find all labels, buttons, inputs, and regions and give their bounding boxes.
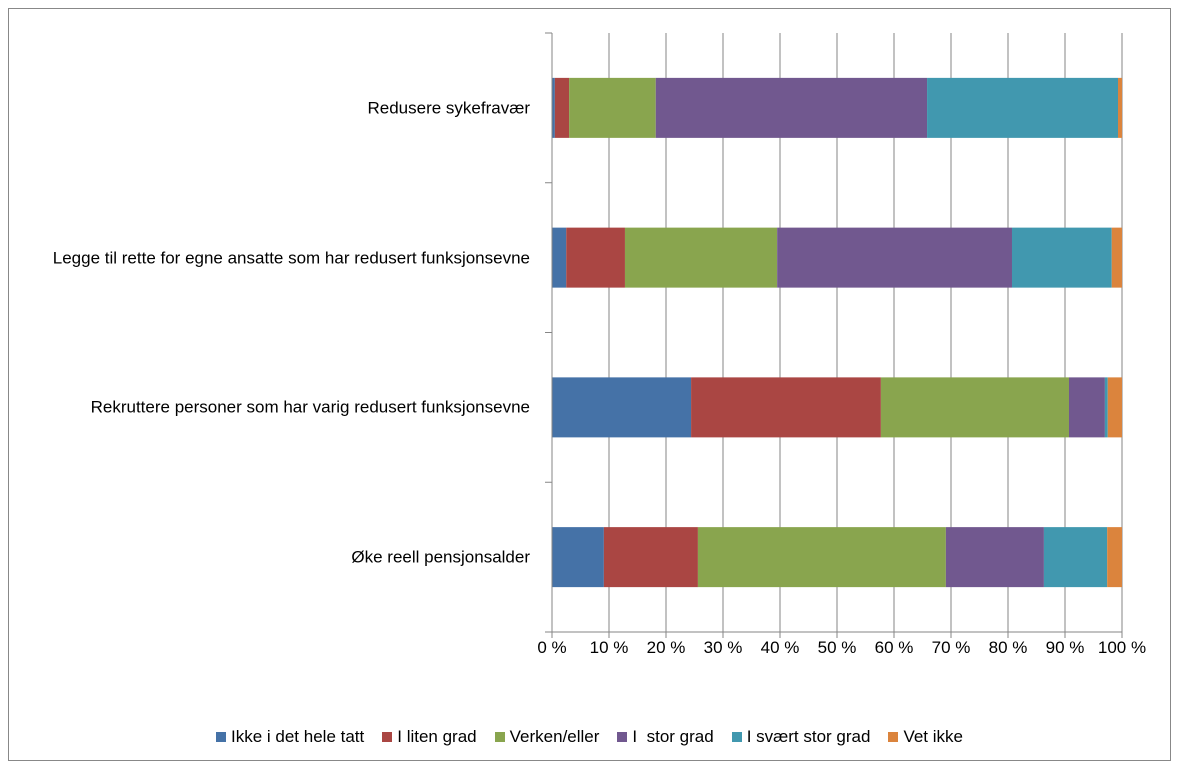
bar-segment [655, 77, 928, 138]
legend-item: I svært stor grad [731, 727, 871, 747]
category-text: Redusere sykefravær [367, 98, 530, 118]
x-tick-label: 80 % [988, 638, 1028, 657]
legend-label: Vet ikke [903, 727, 963, 746]
bar-segment [1011, 227, 1112, 288]
bar-segment [1118, 77, 1122, 138]
legend-item: I stor grad [617, 727, 714, 747]
legend-swatch [216, 732, 226, 742]
bar-segment [552, 527, 604, 588]
bar-segment [569, 77, 656, 138]
bar-segment [691, 377, 881, 438]
legend-label: Ikke i det hele tatt [231, 727, 365, 746]
x-tick-label: 20 % [646, 638, 686, 657]
legend-swatch [382, 732, 393, 742]
bar-segment [1104, 377, 1108, 438]
x-tick-label: 30 % [703, 638, 743, 657]
y-category-label: Legge til rette for egne ansatte som har… [20, 245, 530, 270]
bar-segment [945, 527, 1044, 588]
legend-item: Ikke i det hele tatt [216, 727, 364, 747]
legend-swatch [617, 732, 628, 742]
bar-segment [552, 227, 567, 288]
bar-segment [624, 227, 778, 288]
legend-swatch [494, 732, 505, 742]
x-tick-label: 10 % [589, 638, 629, 657]
bar-segment [603, 527, 698, 588]
bar-segment [697, 527, 946, 588]
bar-segment [880, 377, 1069, 438]
x-tick-label: 50 % [817, 638, 857, 657]
bar-segment [552, 377, 692, 438]
x-tick-label: 0 % [537, 638, 567, 657]
legend-swatch [888, 732, 899, 742]
legend-item: Vet ikke [888, 727, 963, 747]
x-tick-label: 100 % [1097, 638, 1147, 657]
bar-segment [554, 77, 570, 138]
legend-item: Verken/eller [494, 727, 600, 747]
bar-segment [552, 77, 555, 138]
bar-segment [1107, 527, 1122, 588]
bar-segment [777, 227, 1012, 288]
y-category-label: Redusere sykefravær [20, 95, 530, 120]
bar-segment [1043, 527, 1108, 588]
legend-label: Verken/eller [509, 727, 600, 746]
legend-item: I liten grad [382, 727, 477, 747]
category-text: Rekruttere personer som har varig reduse… [90, 397, 530, 417]
bar-segment [1107, 377, 1122, 438]
category-text: Legge til rette for egne ansatte som har… [52, 248, 530, 268]
legend: Ikke i det hele tatt I liten grad Verken/e… [0, 727, 1179, 747]
legend-label: I liten grad [397, 727, 477, 746]
category-text: Øke reell pensjonsalder [351, 547, 530, 567]
y-category-label: Øke reell pensjonsalder [20, 545, 530, 570]
legend-label: I stor grad [632, 727, 714, 746]
legend-label: I svært stor grad [746, 727, 871, 746]
x-tick-label: 60 % [874, 638, 914, 657]
y-category-label: Rekruttere personer som har varig reduse… [20, 395, 530, 420]
x-tick-label: 90 % [1045, 638, 1085, 657]
bar-segment [566, 227, 625, 288]
x-tick-label: 40 % [760, 638, 800, 657]
bar-segment [1111, 227, 1122, 288]
bar-segment [1068, 377, 1105, 438]
bar-segment [927, 77, 1119, 138]
x-tick-label: 70 % [931, 638, 971, 657]
legend-swatch [731, 732, 742, 742]
